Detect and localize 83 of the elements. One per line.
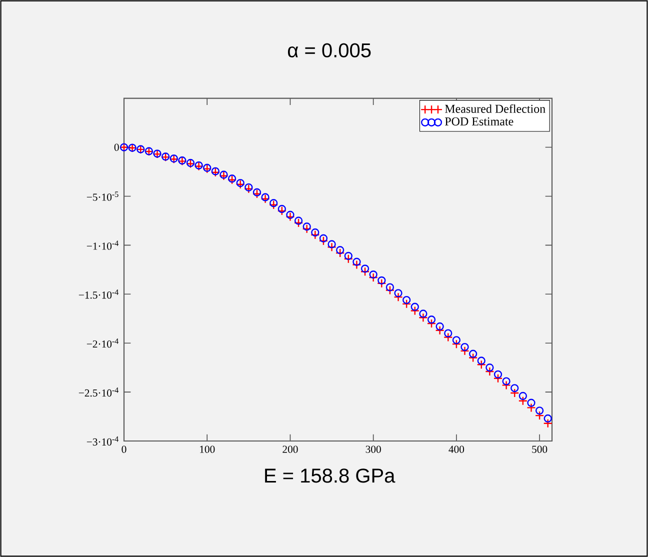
y-tick-label: −3·10$^{-4}$ xyxy=(86,436,119,446)
y-tick-label: −1·10$^{-4}$ xyxy=(86,240,119,250)
point xyxy=(310,230,320,240)
point xyxy=(543,418,552,428)
point xyxy=(526,403,536,412)
x-tick-label: 400 xyxy=(448,446,464,453)
point xyxy=(486,364,494,372)
point xyxy=(360,264,370,273)
point xyxy=(410,306,420,316)
point xyxy=(534,410,544,420)
x-tick-label: 300 xyxy=(366,446,381,453)
point xyxy=(419,310,428,318)
point xyxy=(418,313,428,322)
point xyxy=(378,276,386,285)
y-tick-label: −1.5·10$^{-4}$ xyxy=(78,290,119,299)
text: E = 158.8 GPa xyxy=(265,468,396,483)
point xyxy=(460,346,470,356)
point xyxy=(318,236,328,246)
point xyxy=(402,299,412,309)
x-tick-label: 0 xyxy=(122,446,126,453)
point xyxy=(369,270,378,279)
point xyxy=(377,278,386,288)
y-tick-label: 0 xyxy=(114,144,119,151)
point xyxy=(452,339,462,349)
point xyxy=(502,377,510,386)
x-tick-label: 200 xyxy=(282,446,298,453)
point xyxy=(286,210,294,219)
point xyxy=(510,384,519,392)
x-tick-label: 500 xyxy=(532,446,548,453)
x-tick-label: 100 xyxy=(200,446,215,453)
point xyxy=(502,380,511,390)
point xyxy=(435,326,444,335)
y-tick-label: −5·10$^{-5}$ xyxy=(86,192,118,201)
point xyxy=(277,206,287,216)
point xyxy=(444,332,453,342)
point xyxy=(485,366,494,376)
point xyxy=(518,396,528,406)
point xyxy=(427,316,436,324)
point xyxy=(294,216,303,225)
point xyxy=(360,267,370,276)
point xyxy=(468,353,478,362)
point xyxy=(352,260,362,270)
point xyxy=(352,258,361,266)
point xyxy=(278,204,286,214)
point xyxy=(344,252,352,260)
y-tick-label: −2·10$^{-4}$ xyxy=(86,338,119,348)
point xyxy=(510,388,520,398)
point xyxy=(302,224,312,234)
point xyxy=(477,356,486,365)
point xyxy=(311,228,320,237)
point xyxy=(518,392,527,400)
point xyxy=(452,336,461,344)
point xyxy=(336,246,344,254)
point xyxy=(394,289,402,298)
point xyxy=(476,360,486,370)
point xyxy=(527,398,536,407)
point xyxy=(386,283,394,292)
point xyxy=(302,222,311,231)
point xyxy=(385,286,395,295)
point xyxy=(410,302,419,311)
point xyxy=(426,318,436,328)
point xyxy=(436,322,444,331)
point xyxy=(460,342,469,352)
point xyxy=(344,254,353,264)
point xyxy=(328,240,336,248)
point xyxy=(444,329,452,338)
point xyxy=(394,292,403,302)
chart-title: α = 0.005 xyxy=(288,43,371,58)
point xyxy=(368,272,378,282)
point xyxy=(468,350,478,358)
point xyxy=(294,218,304,228)
legend-label: Measured Deflection xyxy=(445,104,546,113)
point xyxy=(327,242,336,252)
point xyxy=(493,374,503,383)
point xyxy=(402,296,411,304)
y-tick-label: −2.5·10$^{-4}$ xyxy=(78,387,119,397)
point xyxy=(319,234,328,242)
legend-label: POD Estimate xyxy=(445,117,514,126)
point xyxy=(544,414,552,423)
point xyxy=(494,370,502,378)
point xyxy=(286,212,295,222)
point xyxy=(535,406,544,415)
point xyxy=(335,248,345,258)
